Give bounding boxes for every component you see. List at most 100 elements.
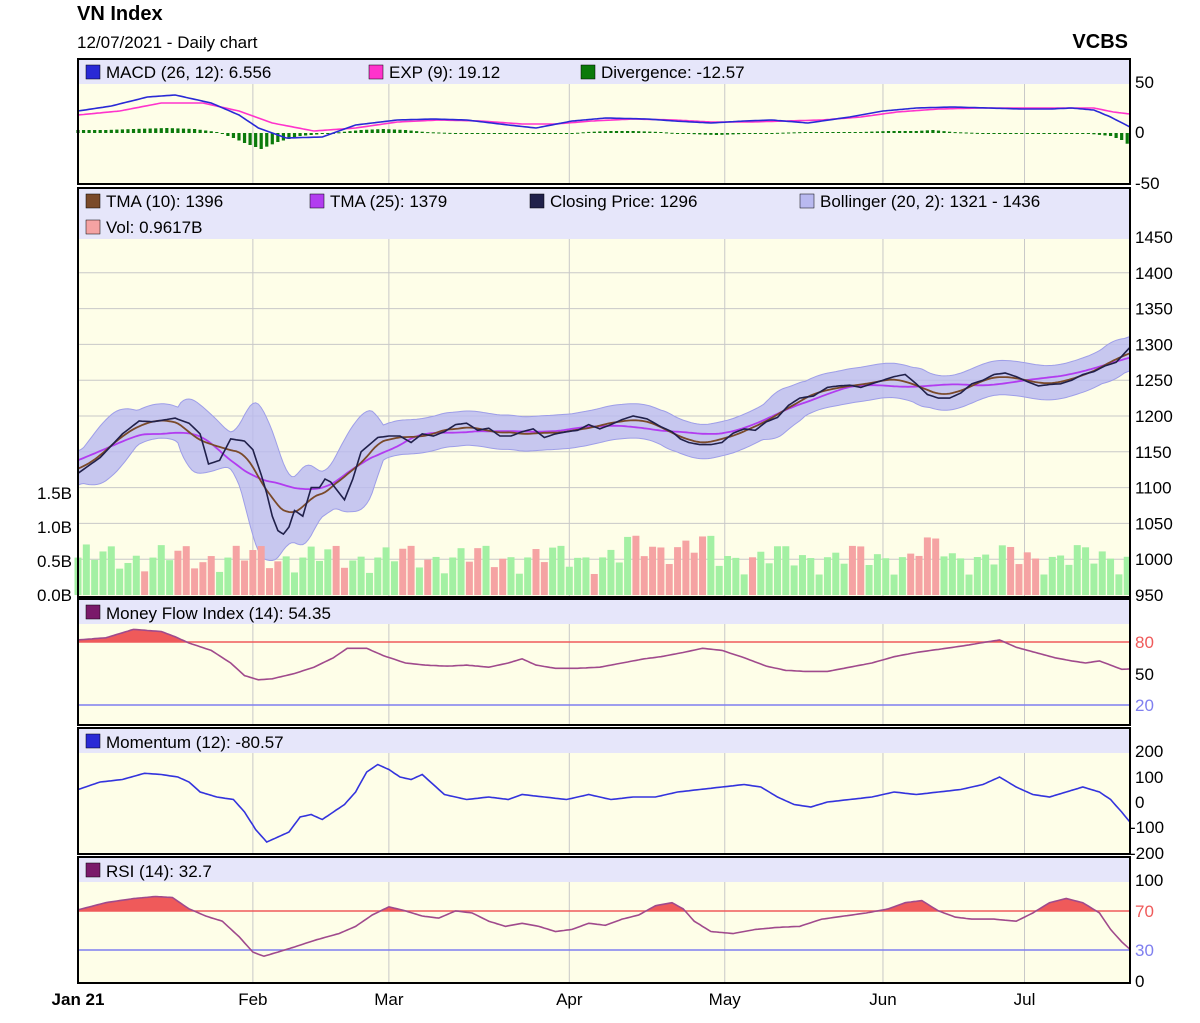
divergence-bar [420,131,424,133]
volume-bar [699,536,707,595]
divergence-bar [698,133,702,135]
volume-bar [224,557,232,595]
divergence-bar [664,132,669,134]
divergence-bar [581,132,585,134]
divergence-bar [548,133,552,134]
divergence-bar [986,133,991,134]
volume-bar [607,549,615,595]
divergence-bar [614,131,619,133]
divergence-legend-label: Divergence: -12.57 [601,63,745,82]
vol-legend-label: Vol: 0.9617B [106,218,202,237]
chart-subtitle: 12/07/2021 - Daily chart [77,33,258,52]
divergence-bar [925,130,929,133]
volume-bar [415,567,423,595]
divergence-bar [298,133,302,136]
volume-bar [565,566,573,595]
volume-bar [540,562,548,595]
divergence-bar [848,132,852,133]
rsi-tick-100: 100 [1135,871,1163,890]
divergence-bar [898,131,902,133]
volume-bar [990,564,998,595]
divergence-bar [709,133,713,135]
volume-bar [557,545,565,595]
volume-bar [324,549,332,595]
divergence-bar [703,133,707,135]
momentum-tick-minus200: -200 [1130,844,1164,863]
volume-bar [865,565,873,595]
divergence-bar [409,130,413,133]
momentum-legend-bar [78,728,1130,753]
divergence-bar [465,133,469,134]
divergence-bar [886,131,891,133]
divergence-bar [348,131,352,133]
exp-legend-swatch [368,64,384,80]
divergence-bar [192,129,197,133]
divergence-bar [742,133,746,134]
chart-title: VN Index [77,3,163,25]
volume-bar [432,556,440,595]
volume-bar [490,567,498,595]
volume-bar [249,550,257,595]
rsi-tick-70: 70 [1135,902,1154,921]
divergence-bar [365,129,369,133]
divergence-bar [353,130,358,133]
divergence-bar [370,129,374,133]
closing-legend-swatch [529,193,545,209]
price-axis-ticks: 1450 1400 1350 1300 1250 1200 1150 1100 1050 1000… [1135,228,1173,605]
closing-price-line [77,346,1131,536]
volume-bar [241,560,249,595]
divergence-legend-swatch [580,64,596,80]
divergence-bar [437,132,441,134]
x-axis-label: May [709,990,742,1009]
rsi-line [77,895,1131,958]
volume-bar [332,545,340,595]
divergence-bar [964,132,968,134]
divergence-bar [398,129,402,133]
volume-bar [832,552,840,595]
panel-border [77,187,1131,598]
volume-bar [174,550,182,595]
divergence-bar [509,133,513,134]
divergence-bar [448,132,452,134]
volume-bar [232,545,240,595]
divergence-bar [470,133,474,134]
volume-bar [649,546,657,595]
volume-bar [1023,552,1031,595]
divergence-bar [342,131,347,133]
divergence-bar [714,133,719,135]
divergence-bar [165,128,169,133]
divergence-bar [381,129,385,133]
volume-bar [907,553,915,595]
divergence-bar [204,130,208,133]
price-tick-label: 1100 [1135,479,1172,498]
divergence-bar [248,133,252,145]
divergence-bar [1042,133,1046,134]
divergence-bar [775,132,780,134]
volume-bar [207,556,215,595]
rsi-panel: RSI (14): 32.7 100 70 30 0 [77,857,1163,991]
panel-border [77,856,1131,984]
divergence-bar [1053,133,1057,134]
divergence-bar [181,128,186,133]
divergence-bar [403,130,408,133]
divergence-bar [1108,133,1113,136]
divergence-bar [637,131,641,133]
divergence-bar [881,131,885,133]
volume-bar [898,557,906,595]
volume-bar [840,563,848,595]
divergence-bar [81,130,86,133]
divergence-bar [609,131,613,133]
divergence-bar [231,133,236,138]
volume-bar [973,557,981,595]
volume-bar [1107,558,1115,595]
tma25-legend-swatch [309,193,325,209]
divergence-bar [498,133,502,134]
divergence-bar [809,132,813,133]
divergence-bar [603,131,607,133]
panel-border [77,58,1131,185]
x-axis-label: Jul [1014,990,1036,1009]
volume-bar [199,562,207,595]
divergence-bar [631,131,635,133]
divergence-bar [526,133,530,134]
price-tick-label: 1250 [1135,371,1173,390]
